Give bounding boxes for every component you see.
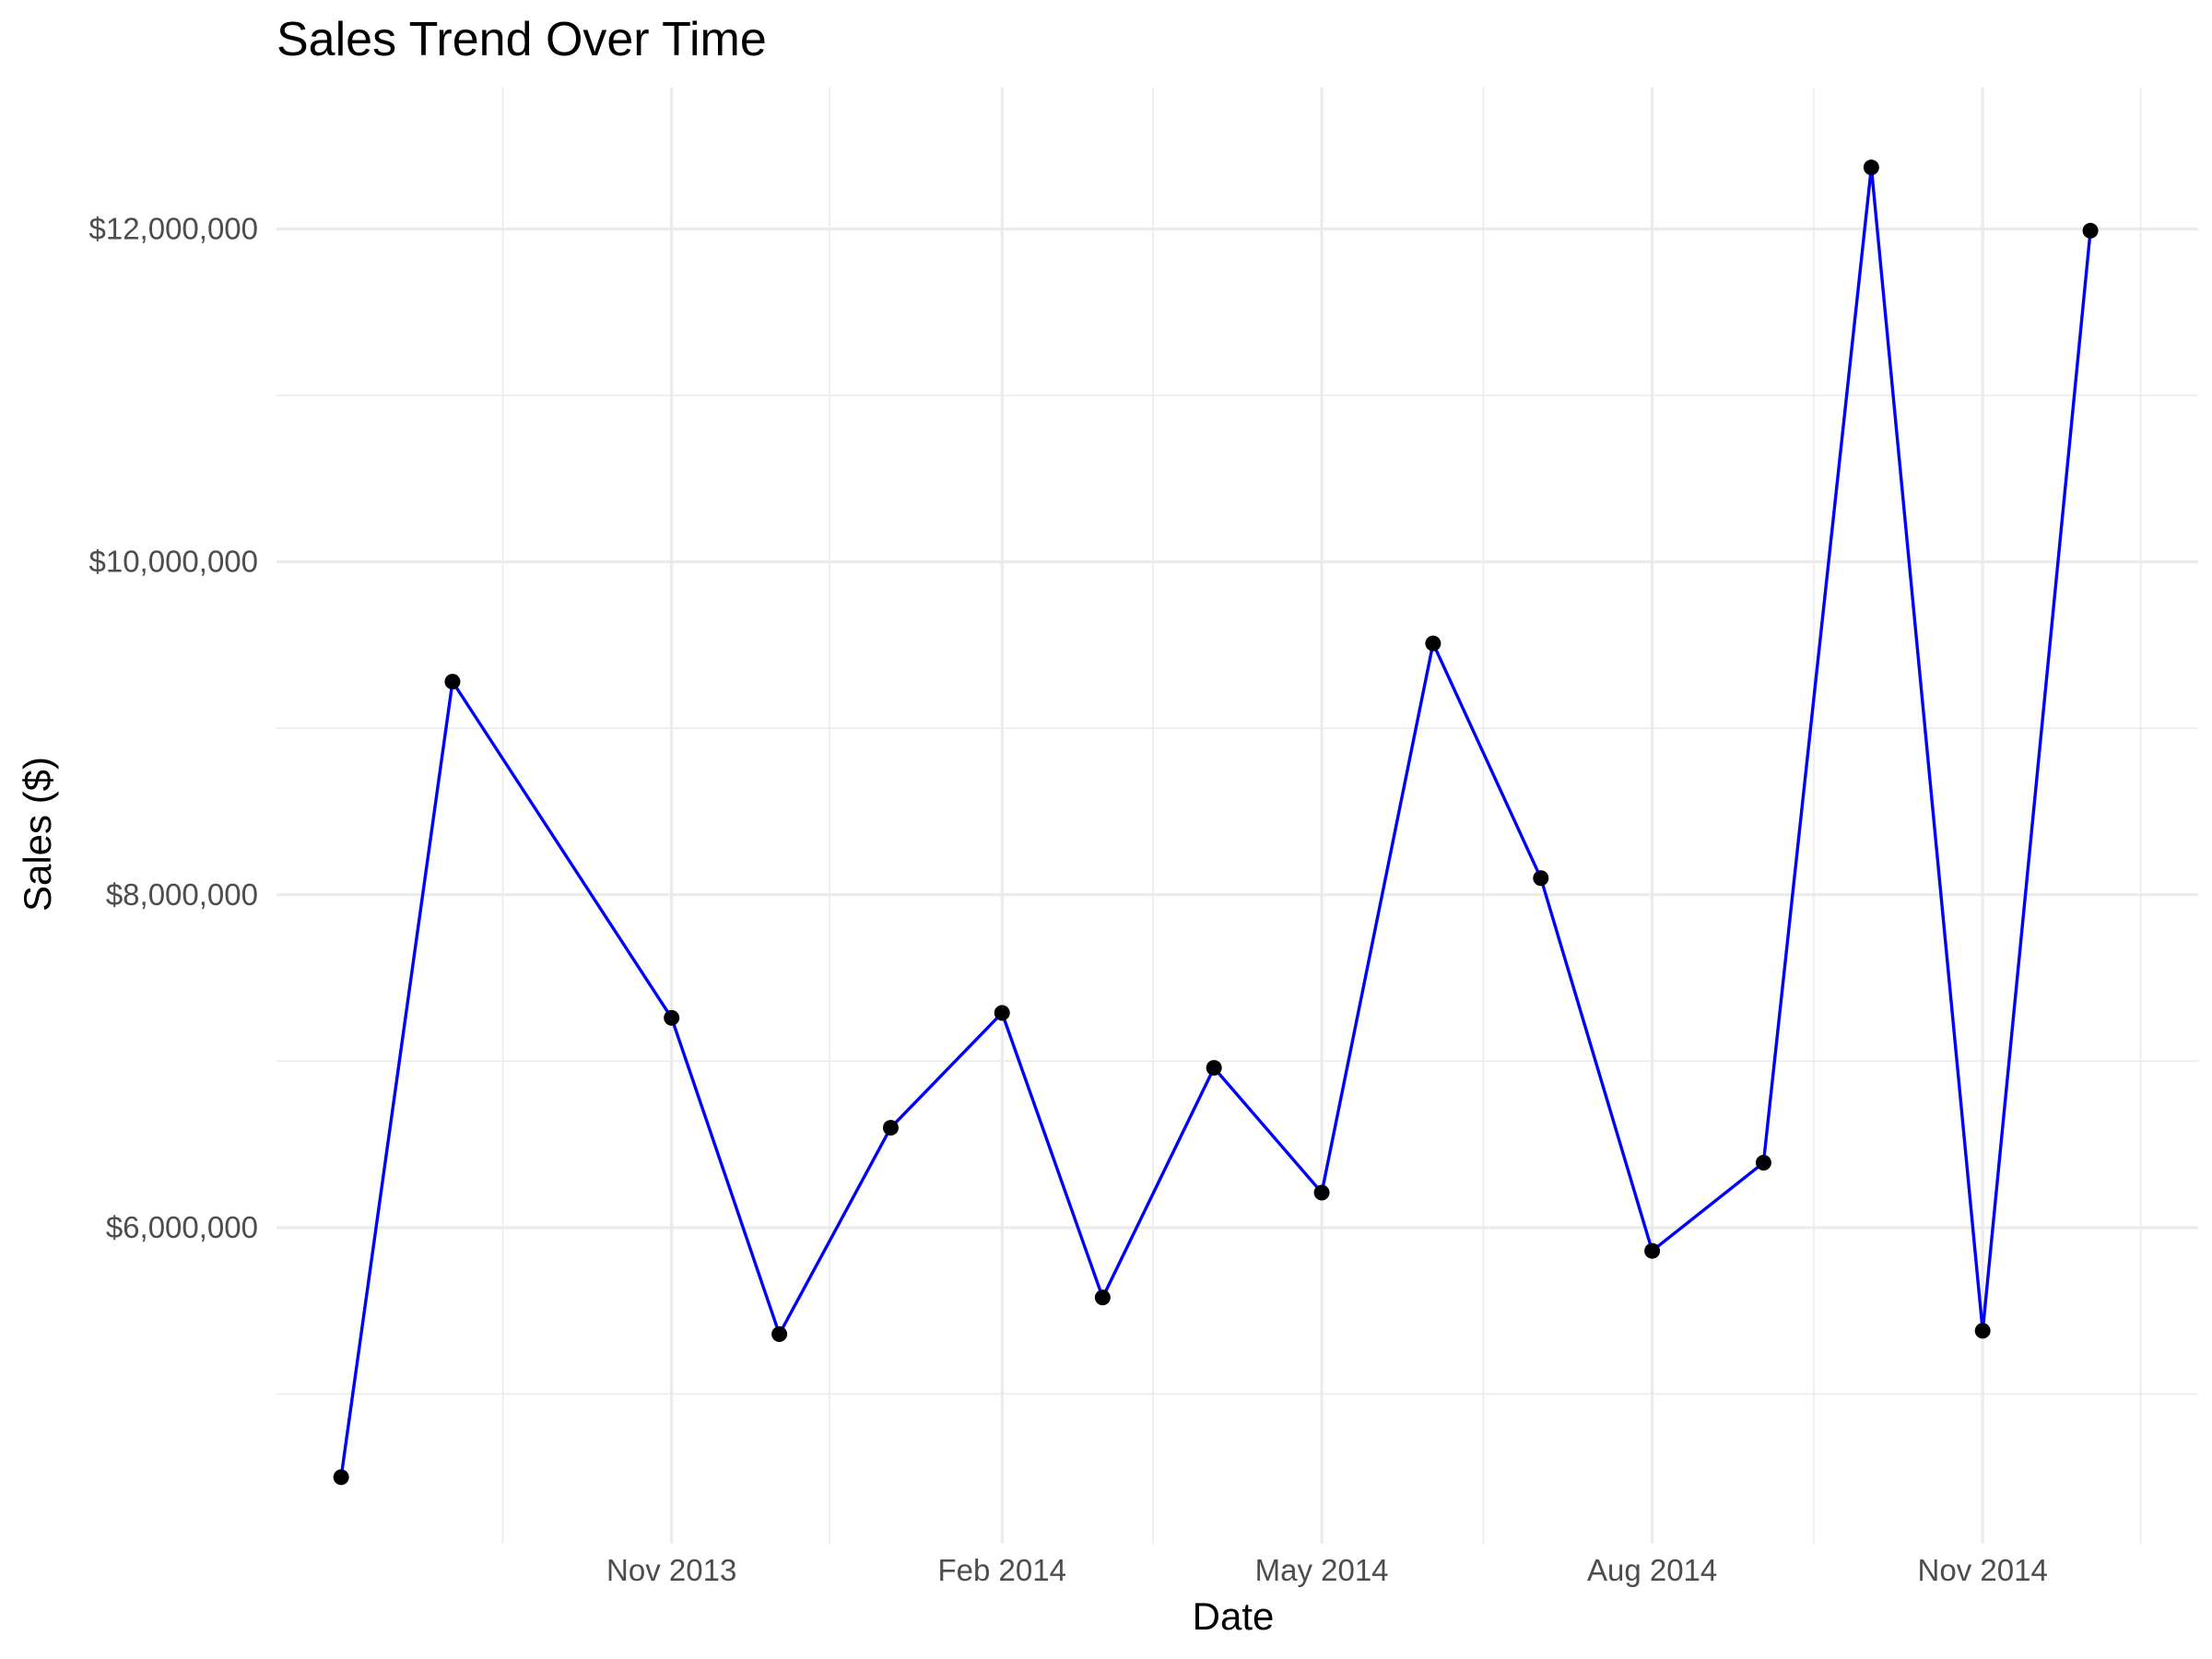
data-point <box>1206 1060 1222 1077</box>
data-point <box>1425 635 1441 652</box>
chart-title: Sales Trend Over Time <box>276 13 767 66</box>
y-axis-tick-labels: $6,000,000 $8,000,000 $10,000,000 $12,000,0… <box>88 211 258 1243</box>
data-point <box>994 1005 1010 1021</box>
data-point <box>333 1469 349 1486</box>
data-point <box>1313 1184 1330 1201</box>
data-point <box>1644 1242 1661 1259</box>
sales-series <box>339 165 2092 1478</box>
x-tick-label: Aug 2014 <box>1587 1553 1717 1587</box>
data-point <box>771 1325 788 1342</box>
x-tick-label: Nov 2014 <box>1918 1553 2048 1587</box>
sales-line <box>339 165 2092 1478</box>
data-point <box>1755 1154 1771 1171</box>
x-axis-tick-labels: Nov 2013 Feb 2014 May 2014 Aug 2014 Nov 2014 <box>606 1553 2048 1587</box>
data-point <box>444 674 461 690</box>
data-point <box>1533 870 1549 887</box>
data-point <box>882 1120 899 1136</box>
y-tick-label: $8,000,000 <box>106 877 258 912</box>
x-tick-label: Feb 2014 <box>938 1553 1066 1587</box>
y-axis-label: Sales ($) <box>16 757 59 912</box>
x-tick-label: Nov 2013 <box>606 1553 736 1587</box>
major-gridlines <box>276 88 2198 1544</box>
data-point <box>1974 1323 1991 1339</box>
data-point <box>664 1009 680 1026</box>
data-points <box>333 159 2099 1486</box>
y-tick-label: $6,000,000 <box>106 1210 258 1244</box>
x-axis-label: Date <box>1193 1594 1275 1638</box>
data-point <box>1863 159 1879 176</box>
minor-gridlines <box>276 88 2198 1544</box>
data-point <box>2082 222 2099 239</box>
y-tick-label: $10,000,000 <box>88 545 258 579</box>
y-tick-label: $12,000,000 <box>88 211 258 245</box>
data-point <box>1094 1289 1111 1306</box>
x-tick-label: May 2014 <box>1255 1553 1389 1587</box>
